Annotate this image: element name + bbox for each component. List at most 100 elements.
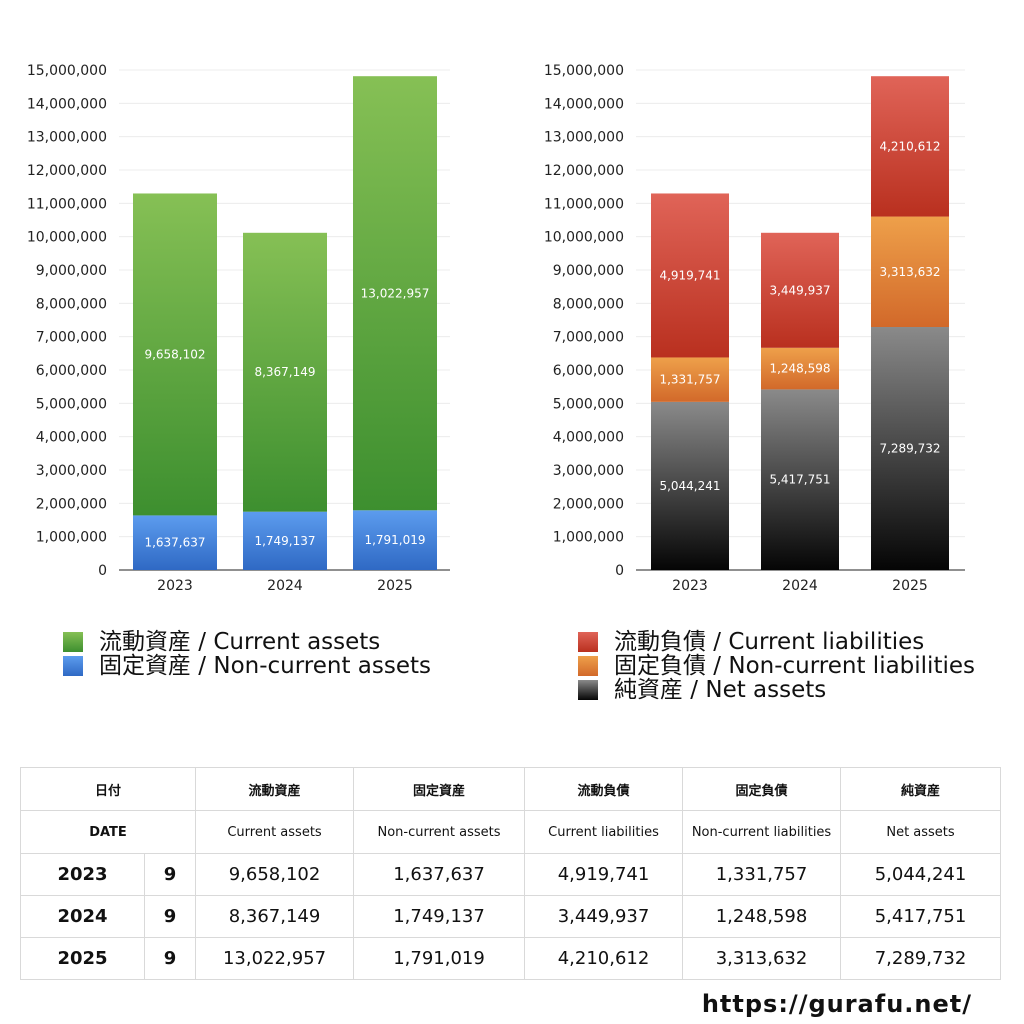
header-noncurrent-assets-jp: 固定資産 [353, 767, 526, 811]
cell-noncurrent-liabilities: 1,248,598 [682, 895, 842, 938]
cell-current-assets: 9,658,102 [195, 853, 355, 896]
y-tick-label: 13,000,000 [544, 130, 624, 146]
bar-current-assets-2023 [133, 193, 217, 516]
legend-swatch [578, 656, 598, 676]
y-tick-label: 3,000,000 [553, 463, 624, 479]
y-tick-label: 0 [98, 563, 107, 579]
data-label: 8,367,149 [254, 365, 315, 379]
header-net-assets-jp: 純資産 [840, 767, 1002, 811]
table-header-jp: 日付 流動資産 固定資産 流動負債 固定負債 純資産 [19, 767, 1002, 811]
y-tick-label: 10,000,000 [27, 230, 107, 246]
cell-current-liabilities: 4,919,741 [524, 853, 684, 896]
liabilities-legend: 流動負債 / Current liabilities 固定負債 / Non-cur… [578, 630, 975, 702]
y-tick-label: 15,000,000 [544, 63, 624, 79]
data-table: 日付 流動資産 固定資産 流動負債 固定負債 純資産 DATE Current … [19, 767, 1002, 980]
x-tick-label: 2025 [892, 578, 928, 594]
legend-label: 固定負債 / Non-current liabilities [614, 653, 975, 679]
y-tick-label: 2,000,000 [553, 496, 624, 512]
assets-legend: 流動資産 / Current assets 固定資産 / Non-current … [63, 630, 431, 678]
y-tick-label: 7,000,000 [553, 330, 624, 346]
legend-item-noncurrent-liabilities: 固定負債 / Non-current liabilities [578, 654, 975, 678]
y-tick-label: 5,000,000 [36, 396, 107, 412]
y-tick-label: 11,000,000 [27, 196, 107, 212]
bar-current-liabilities-2024 [761, 232, 839, 348]
y-tick-label: 6,000,000 [553, 363, 624, 379]
legend-item-current-liabilities: 流動負債 / Current liabilities [578, 630, 975, 654]
data-label: 1,637,637 [144, 536, 205, 550]
y-tick-label: 2,000,000 [36, 496, 107, 512]
data-label: 5,044,241 [659, 479, 720, 493]
bar-current-assets-2024 [243, 232, 327, 512]
legend-swatch [63, 656, 83, 676]
bar-current-liabilities-2023 [651, 193, 729, 358]
header-net-assets-en: Net assets [840, 810, 1002, 854]
table-row: 2024 9 8,367,149 1,749,137 3,449,937 1,2… [20, 895, 1002, 938]
row-month: 9 [143, 853, 197, 896]
cell-noncurrent-assets: 1,637,637 [353, 853, 526, 896]
legend-label: 流動負債 / Current liabilities [614, 629, 925, 655]
data-label: 3,313,632 [879, 265, 940, 279]
header-noncurrent-assets-en: Non-current assets [353, 810, 526, 854]
y-tick-label: 9,000,000 [553, 263, 624, 279]
data-label: 13,022,957 [361, 286, 430, 300]
data-label: 4,210,612 [879, 139, 940, 153]
y-tick-label: 5,000,000 [553, 396, 624, 412]
data-label: 1,791,019 [364, 533, 425, 547]
x-tick-label: 2024 [267, 578, 303, 594]
table-header-en: DATE Current assets Non-current assets C… [19, 810, 1002, 854]
cell-current-liabilities: 3,449,937 [524, 895, 684, 938]
x-tick-label: 2023 [672, 578, 708, 594]
x-tick-label: 2023 [157, 578, 193, 594]
y-tick-label: 14,000,000 [544, 96, 624, 112]
data-table-container: 日付 流動資産 固定資産 流動負債 固定負債 純資産 DATE Current … [19, 767, 1002, 980]
y-tick-label: 9,000,000 [36, 263, 107, 279]
bar-noncurrent-assets-2024 [243, 511, 327, 570]
y-tick-label: 15,000,000 [27, 63, 107, 79]
data-label: 1,331,757 [659, 373, 720, 387]
cell-current-assets: 13,022,957 [195, 937, 355, 980]
bar-net-assets-2024 [761, 389, 839, 570]
cell-current-liabilities: 4,210,612 [524, 937, 684, 980]
bar-net-assets-2023 [651, 401, 729, 570]
y-tick-label: 6,000,000 [36, 363, 107, 379]
header-current-liabilities-jp: 流動負債 [524, 767, 684, 811]
x-tick-label: 2024 [782, 578, 818, 594]
y-tick-label: 0 [615, 563, 624, 579]
y-tick-label: 12,000,000 [544, 163, 624, 179]
header-current-assets-jp: 流動資産 [195, 767, 355, 811]
header-noncurrent-liabilities-jp: 固定負債 [682, 767, 842, 811]
legend-label: 流動資産 / Current assets [99, 629, 381, 655]
data-label: 1,248,598 [769, 362, 830, 376]
assets-chart: 0 1,000,000 2,000,000 3,000,000 4,000,000 5,0… [27, 63, 450, 594]
y-tick-label: 8,000,000 [36, 296, 107, 312]
legend-item-net-assets: 純資産 / Net assets [578, 678, 975, 702]
cell-net-assets: 5,417,751 [840, 895, 1002, 938]
y-tick-label: 3,000,000 [36, 463, 107, 479]
table-row: 2023 9 9,658,102 1,637,637 4,919,741 1,3… [20, 853, 1002, 896]
row-month: 9 [143, 937, 197, 980]
x-tick-label: 2025 [377, 578, 413, 594]
y-tick-label: 11,000,000 [544, 196, 624, 212]
header-current-liabilities-en: Current liabilities [524, 810, 684, 854]
bar-net-assets-2025 [871, 327, 949, 570]
table-row: 2025 9 13,022,957 1,791,019 4,210,612 3,… [20, 937, 1002, 980]
cell-noncurrent-liabilities: 1,331,757 [682, 853, 842, 896]
bar-noncurrent-liabilities-2023 [651, 357, 729, 402]
site-url-link[interactable]: https://gurafu.net/ [701, 990, 972, 1018]
cell-current-assets: 8,367,149 [195, 895, 355, 938]
y-tick-label: 13,000,000 [27, 130, 107, 146]
y-tick-label: 7,000,000 [36, 330, 107, 346]
row-month: 9 [143, 895, 197, 938]
legend-swatch [578, 680, 598, 700]
y-tick-label: 4,000,000 [553, 430, 624, 446]
row-year: 2025 [20, 937, 145, 980]
legend-swatch [578, 632, 598, 652]
header-current-assets-en: Current assets [195, 810, 355, 854]
row-year: 2023 [20, 853, 145, 896]
legend-item-noncurrent-assets: 固定資産 / Non-current assets [63, 654, 431, 678]
y-tick-label: 4,000,000 [36, 430, 107, 446]
cell-noncurrent-assets: 1,749,137 [353, 895, 526, 938]
y-tick-label: 14,000,000 [27, 96, 107, 112]
data-label: 5,417,751 [769, 473, 830, 487]
data-label: 7,289,732 [879, 442, 940, 456]
